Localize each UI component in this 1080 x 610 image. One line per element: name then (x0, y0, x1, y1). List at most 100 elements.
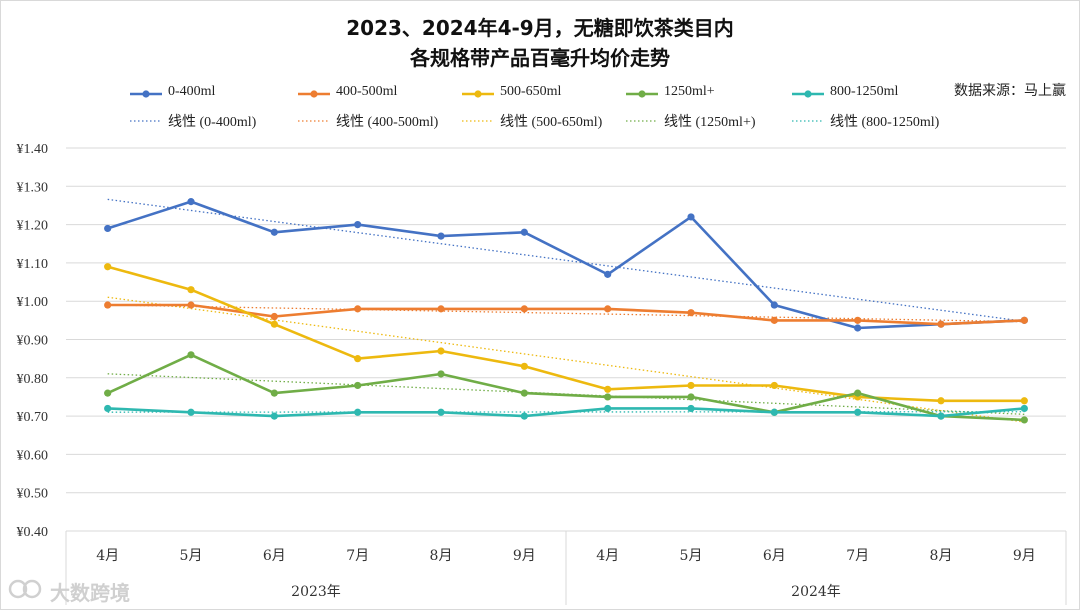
data-point-0-400ml (687, 213, 695, 221)
data-point-0-400ml (270, 228, 278, 236)
y-tick-label: ¥1.00 (17, 295, 49, 310)
data-point-800-1250ml (187, 408, 195, 416)
y-tick-label: ¥1.10 (17, 257, 49, 272)
data-point-0-400ml (854, 324, 862, 332)
data-point-800-1250ml (1020, 404, 1028, 413)
legend-trend-label-0-400ml: 线性 (0-400ml) (168, 115, 257, 130)
y-tick-label: ¥0.40 (17, 525, 49, 540)
data-point-500-650ml (187, 286, 195, 294)
trendline-400-500ml (107, 304, 1025, 323)
data-point-500-650ml (604, 385, 612, 393)
legend-trend-label-500-650ml: 线性 (500-650ml) (500, 115, 603, 130)
data-point-800-1250ml (354, 408, 362, 416)
series-line-0-400ml (107, 200, 1025, 330)
data-point-500-650ml (520, 362, 528, 370)
series-line-800-1250ml (107, 407, 1025, 418)
x-tick-label: 7月 (346, 548, 369, 564)
data-point-400-500ml (770, 316, 778, 324)
y-tick-label: ¥1.20 (17, 219, 49, 234)
data-point-400-500ml (937, 320, 945, 328)
data-point-500-650ml (937, 397, 945, 405)
year-label: 2023年 (291, 584, 341, 600)
legend-label-1250ml+: 1250ml+ (664, 84, 715, 99)
x-tick-label: 4月 (596, 548, 619, 564)
legend-label-400-500ml: 400-500ml (336, 84, 398, 99)
year-label: 2024年 (791, 584, 841, 600)
data-point-800-1250ml (104, 404, 112, 413)
x-tick-label: 4月 (96, 548, 119, 564)
chart-title-line1: 2023、2024年4-9月，无糖即饮茶类目内 (346, 16, 734, 40)
x-tick-label: 6月 (263, 548, 286, 564)
legend-marker-400-500ml (310, 90, 318, 98)
data-point-400-500ml (270, 312, 278, 321)
x-tick-label: 7月 (846, 548, 869, 564)
legend-trend-label-1250ml+: 线性 (1250ml+) (664, 115, 756, 130)
data-point-1250ml+ (854, 389, 862, 397)
watermark-logo-icon (8, 579, 42, 599)
trendline-0-400ml (107, 198, 1025, 322)
legend-label-800-1250ml: 800-1250ml (830, 84, 899, 99)
legend-marker-1250ml+ (638, 90, 646, 98)
x-tick-label: 8月 (930, 548, 953, 564)
y-tick-label: ¥0.50 (17, 487, 49, 502)
x-tick-label: 8月 (430, 548, 453, 564)
data-point-800-1250ml (270, 412, 278, 420)
data-point-1250ml+ (187, 351, 195, 359)
legend-label-500-650ml: 500-650ml (500, 84, 562, 99)
trendline-1250ml+ (107, 373, 1025, 415)
data-point-800-1250ml (937, 412, 945, 420)
legend-marker-800-1250ml (804, 90, 812, 98)
data-point-800-1250ml (604, 404, 612, 413)
data-point-400-500ml (687, 309, 695, 317)
data-point-0-400ml (520, 228, 528, 236)
data-point-1250ml+ (520, 389, 528, 397)
data-point-0-400ml (437, 232, 445, 240)
legend-trend-label-800-1250ml: 线性 (800-1250ml) (830, 115, 940, 130)
data-point-500-650ml (104, 263, 112, 271)
data-point-0-400ml (187, 198, 195, 206)
data-point-500-650ml (354, 355, 362, 363)
data-point-400-500ml (354, 305, 362, 313)
x-tick-label: 9月 (513, 548, 536, 564)
series-line-400-500ml (107, 303, 1025, 326)
data-source: 数据来源：马上赢 (954, 83, 1066, 99)
data-point-400-500ml (604, 305, 612, 313)
data-point-1250ml+ (1020, 416, 1028, 424)
data-point-800-1250ml (687, 404, 695, 413)
data-point-800-1250ml (770, 408, 778, 416)
data-point-0-400ml (604, 270, 612, 278)
x-tick-label: 6月 (763, 548, 786, 564)
data-point-500-650ml (770, 381, 778, 390)
y-tick-label: ¥0.60 (17, 448, 49, 463)
trendline-500-650ml (107, 296, 1025, 423)
legend-label-0-400ml: 0-400ml (168, 84, 216, 99)
data-point-0-400ml (104, 224, 112, 233)
legend-marker-500-650ml (474, 90, 482, 98)
data-point-800-1250ml (520, 412, 528, 420)
data-point-1250ml+ (270, 389, 278, 397)
series-line-1250ml+ (107, 353, 1025, 422)
data-point-1250ml+ (687, 393, 695, 401)
y-tick-label: ¥1.40 (17, 142, 49, 157)
data-point-500-650ml (1020, 397, 1028, 405)
data-point-500-650ml (687, 381, 695, 390)
data-point-0-400ml (354, 221, 362, 229)
x-tick-label: 9月 (1013, 548, 1036, 564)
data-point-0-400ml (770, 301, 778, 309)
data-point-800-1250ml (854, 408, 862, 416)
x-tick-label: 5月 (180, 548, 203, 564)
data-point-400-500ml (1020, 316, 1028, 324)
data-point-1250ml+ (354, 381, 362, 390)
data-point-1250ml+ (104, 389, 112, 397)
chart-title-line2: 各规格带产品百毫升均价走势 (410, 46, 670, 70)
data-point-400-500ml (437, 305, 445, 313)
data-point-500-650ml (437, 347, 445, 355)
data-point-400-500ml (187, 301, 195, 309)
legend-trend-label-400-500ml: 线性 (400-500ml) (336, 115, 439, 130)
data-point-400-500ml (104, 301, 112, 309)
y-tick-label: ¥1.30 (17, 180, 49, 195)
data-point-800-1250ml (437, 408, 445, 416)
legend-marker-0-400ml (142, 90, 150, 98)
data-point-1250ml+ (437, 370, 445, 378)
